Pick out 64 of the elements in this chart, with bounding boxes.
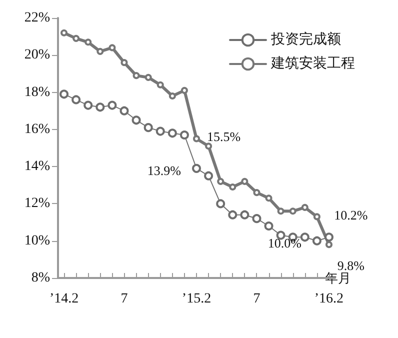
point — [168, 128, 177, 138]
point — [180, 86, 188, 94]
y-tick-label: 16% — [24, 122, 50, 137]
point — [300, 232, 310, 242]
point — [96, 48, 104, 55]
x-tick-label: 7 — [253, 292, 260, 306]
legend-label: 建筑安装工程 — [270, 56, 355, 72]
data-label: 10.2% — [334, 208, 368, 223]
point — [60, 90, 69, 99]
point — [325, 241, 332, 248]
point — [217, 178, 224, 185]
point — [132, 72, 140, 80]
point — [204, 171, 214, 180]
point — [72, 34, 80, 42]
point — [228, 210, 238, 220]
point — [216, 199, 226, 208]
point — [192, 164, 201, 173]
point — [301, 204, 308, 211]
point — [253, 189, 260, 196]
point — [252, 214, 262, 224]
point — [277, 208, 284, 215]
data-label: 15.5% — [207, 129, 241, 144]
point — [120, 106, 129, 116]
y-tick-label: 14% — [24, 159, 50, 174]
data-label: 10.0% — [268, 235, 302, 250]
point — [120, 59, 128, 66]
point — [205, 142, 212, 150]
point — [144, 74, 152, 81]
point — [168, 92, 176, 100]
y-tick-label: 12% — [24, 196, 50, 212]
point — [193, 135, 200, 142]
point — [313, 213, 320, 220]
legend-label: 投资完成额 — [270, 32, 341, 48]
point — [108, 44, 116, 52]
point — [264, 222, 274, 230]
point — [229, 184, 236, 190]
point — [96, 102, 105, 112]
x-tick-label: ’15.2 — [182, 292, 212, 306]
point — [241, 178, 248, 185]
x-tick-label: ’16.2 — [314, 292, 344, 306]
point — [156, 81, 164, 88]
point — [240, 210, 250, 220]
point — [144, 123, 153, 132]
y-tick-label: 10% — [24, 233, 50, 248]
y-tick-label: 18% — [24, 84, 50, 100]
point — [289, 208, 296, 215]
data-label: 13.9% — [147, 162, 182, 178]
point — [156, 126, 165, 136]
point — [324, 232, 334, 242]
point — [108, 100, 117, 110]
point — [72, 95, 81, 104]
point — [84, 100, 93, 110]
x-tick-label: ’14.2 — [49, 292, 79, 306]
point — [180, 130, 189, 140]
point — [60, 29, 68, 36]
y-tick-label: 8% — [31, 270, 50, 286]
y-tick-label: 20% — [24, 48, 50, 63]
data-label: 9.8% — [337, 258, 365, 274]
point — [132, 116, 141, 125]
y-tick-label: 22% — [24, 10, 50, 26]
point — [265, 194, 272, 202]
x-tick-label: 7 — [120, 292, 128, 306]
point — [312, 236, 322, 246]
point — [84, 38, 92, 46]
